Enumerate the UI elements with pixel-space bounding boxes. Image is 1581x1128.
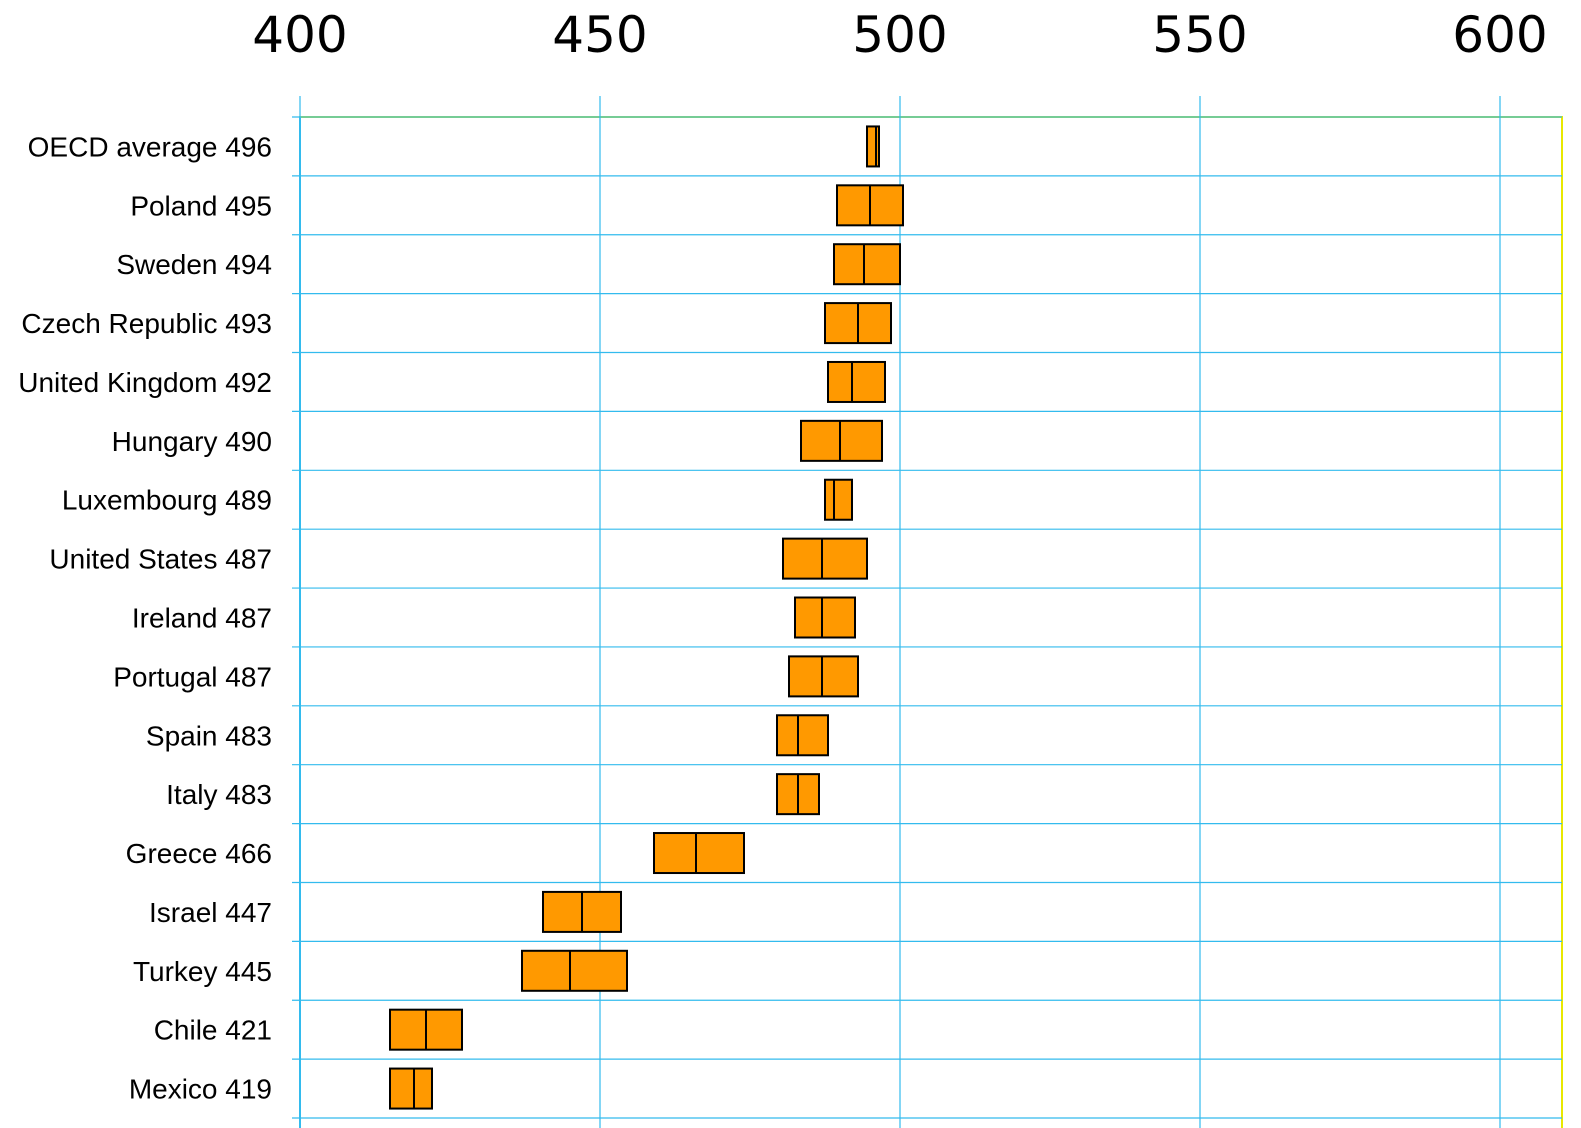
x-tick-label: 400 [252,6,347,64]
confidence-box [866,125,880,168]
row-label: Italy 483 [166,779,272,810]
confidence-box [824,478,853,521]
x-tick-label: 500 [852,6,947,64]
grid-lines [292,96,1563,1128]
row-label: Hungary 490 [112,426,272,457]
confidence-box [788,655,859,698]
row-label: Luxembourg 489 [62,485,272,516]
confidence-box [653,832,745,875]
confidence-box [800,419,883,462]
row-label: Sweden 494 [116,249,272,280]
row-label: Israel 447 [149,897,272,928]
plot-frame [299,116,1563,1128]
row-label: Turkey 445 [133,956,272,987]
x-tick-label: 450 [552,6,647,64]
row-label: Spain 483 [146,720,272,751]
row-label: United Kingdom 492 [18,367,272,398]
row-label: OECD average 496 [28,131,272,162]
x-axis-tick-labels: 400 450 500 550 600 [252,6,1547,64]
confidence-box [521,949,628,992]
confidence-box [833,243,901,286]
confidence-box [827,360,886,403]
x-tick-label: 550 [1152,6,1247,64]
row-label: Ireland 487 [132,603,272,634]
boxes [389,125,904,1110]
row-label: United States 487 [49,544,272,575]
row-label: Poland 495 [130,190,272,221]
x-tick-label: 600 [1452,6,1547,64]
confidence-box [389,1067,433,1110]
confidence-box [794,596,856,639]
confidence-box [776,714,829,757]
row-label: Greece 466 [126,838,272,869]
row-label: Mexico 419 [129,1074,272,1105]
row-label: Portugal 487 [113,661,272,692]
row-labels: OECD average 496 Poland 495 Sweden 494 Czec… [18,131,272,1104]
confidence-box [782,537,868,580]
row-label: Chile 421 [154,1015,272,1046]
row-label: Czech Republic 493 [21,308,272,339]
